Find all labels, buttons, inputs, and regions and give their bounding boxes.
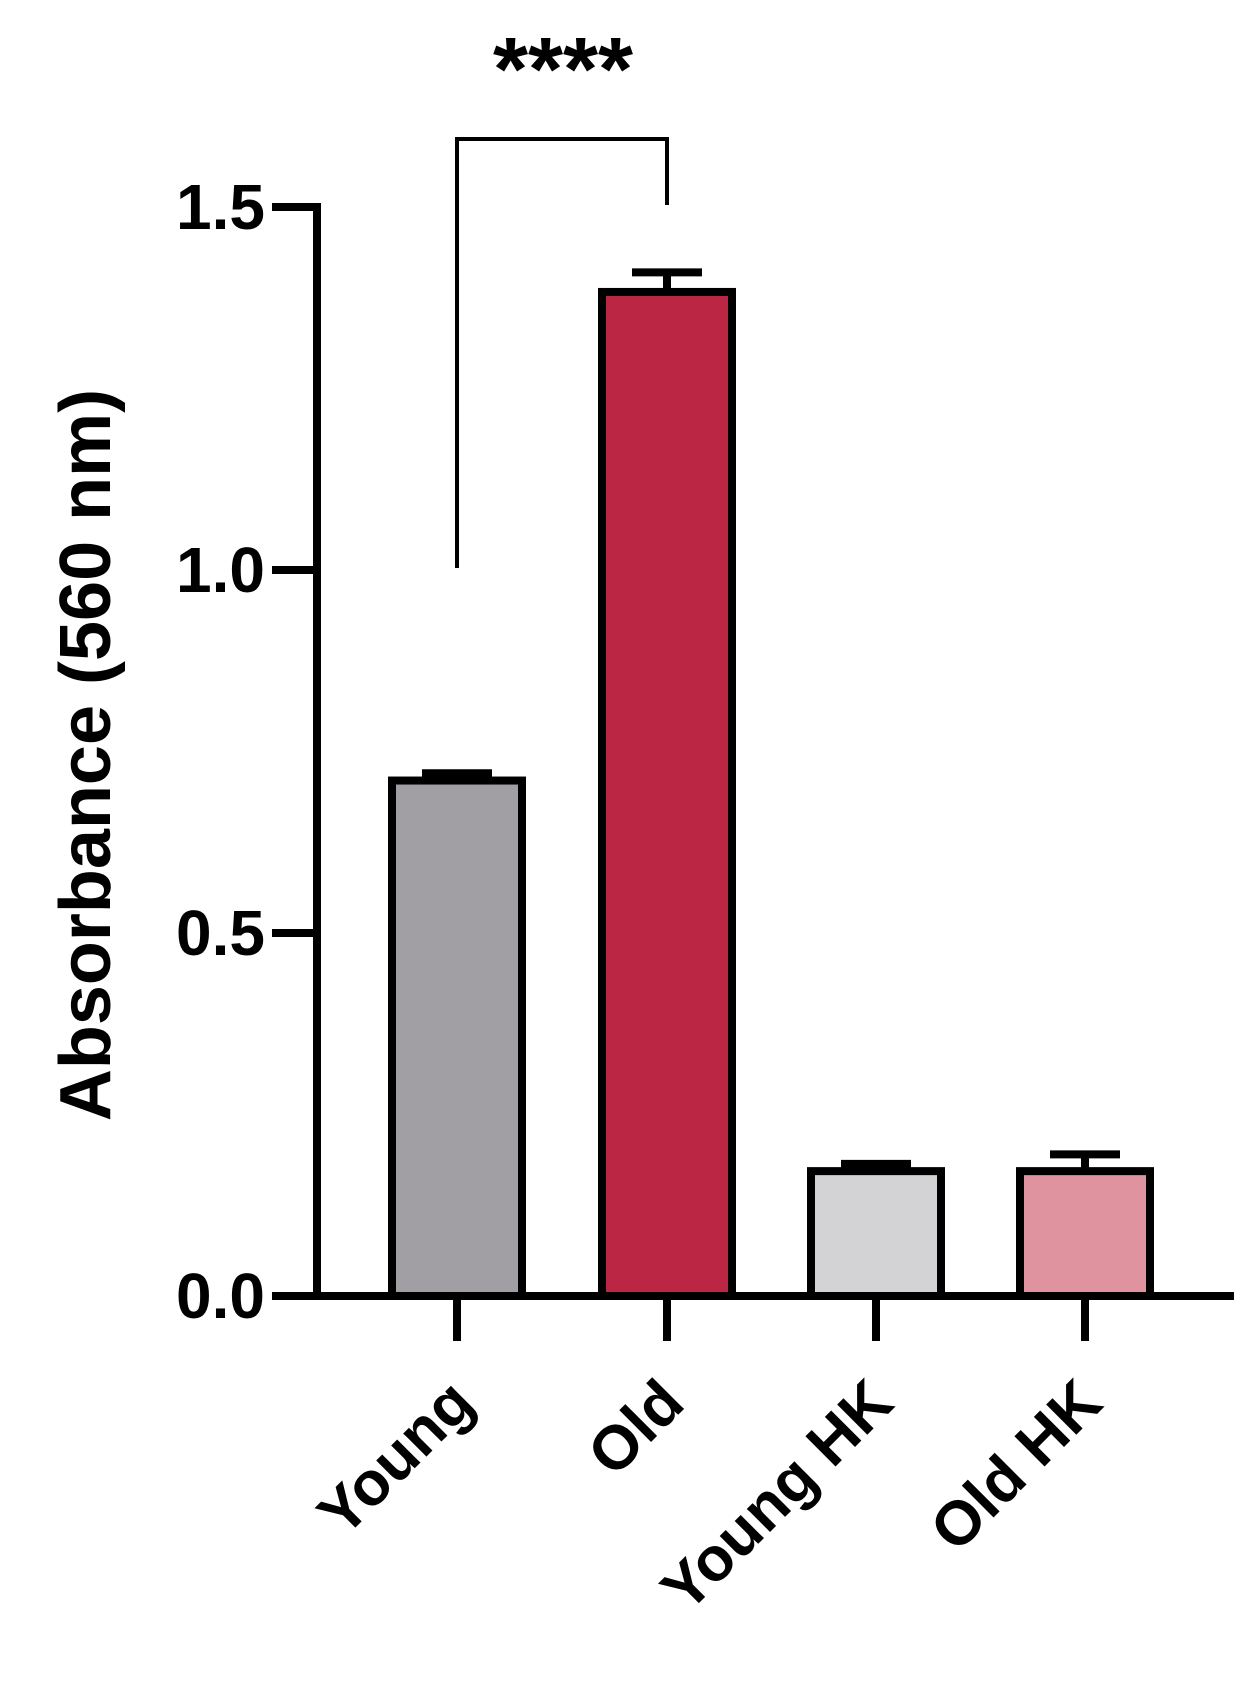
bar	[598, 287, 736, 1300]
y-axis-label: Absorbance (560 nm)	[46, 389, 126, 1121]
y-tick-label: 0.0	[176, 1260, 265, 1332]
x-tick-label: Old	[575, 1367, 697, 1489]
x-tick-label: Young	[305, 1367, 487, 1549]
x-tick-label: Old HK	[918, 1367, 1116, 1565]
bar	[1016, 1167, 1154, 1301]
x-tick-label: Young HK	[649, 1367, 907, 1625]
significance-label: ****	[493, 20, 633, 120]
bar	[807, 1167, 945, 1301]
bar	[388, 776, 526, 1300]
y-tick-label: 1.5	[176, 171, 265, 243]
y-tick-label: 0.5	[176, 897, 265, 969]
y-tick-label: 1.0	[176, 534, 265, 606]
significance-bracket	[455, 137, 669, 568]
